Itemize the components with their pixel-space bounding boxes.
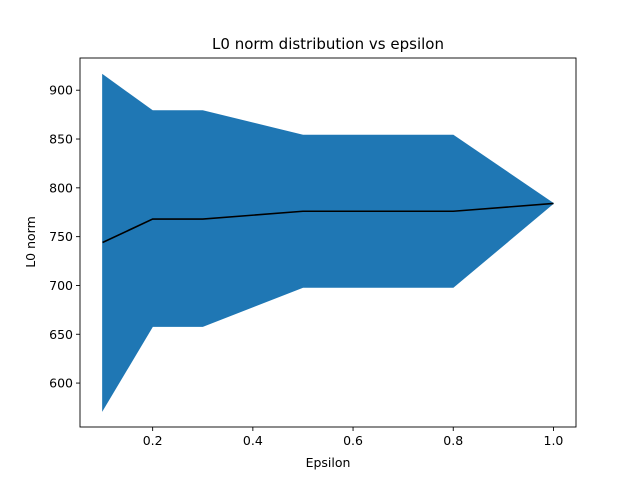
y-tick-label: 600 (49, 376, 73, 391)
y-tick-label: 850 (49, 132, 73, 147)
y-axis-ticks: 600 650 700 750 800 850 900 (49, 83, 80, 391)
y-axis-label: L0 norm (23, 216, 38, 268)
line-layer (102, 202, 554, 244)
band-layer (102, 73, 555, 412)
y-tick-label: 900 (49, 83, 73, 98)
y-tick-label: 700 (49, 278, 73, 293)
x-tick-label: 0.8 (443, 433, 463, 448)
chart-title: L0 norm distribution vs epsilon (212, 35, 444, 53)
x-axis-label: Epsilon (306, 455, 351, 470)
min-max-band (102, 73, 555, 412)
y-tick-label: 800 (49, 180, 73, 195)
mean-line (102, 202, 554, 244)
axes-frame (79, 57, 577, 428)
x-tick-label: 0.6 (343, 433, 363, 448)
y-tick-label: 750 (49, 229, 73, 244)
y-tick-label: 650 (49, 327, 73, 342)
x-tick-label: 1.0 (544, 433, 564, 448)
x-axis-ticks: 0.2 0.4 0.6 0.8 1.0 (143, 427, 564, 448)
x-tick-label: 0.2 (143, 433, 163, 448)
x-tick-label: 0.4 (243, 433, 263, 448)
